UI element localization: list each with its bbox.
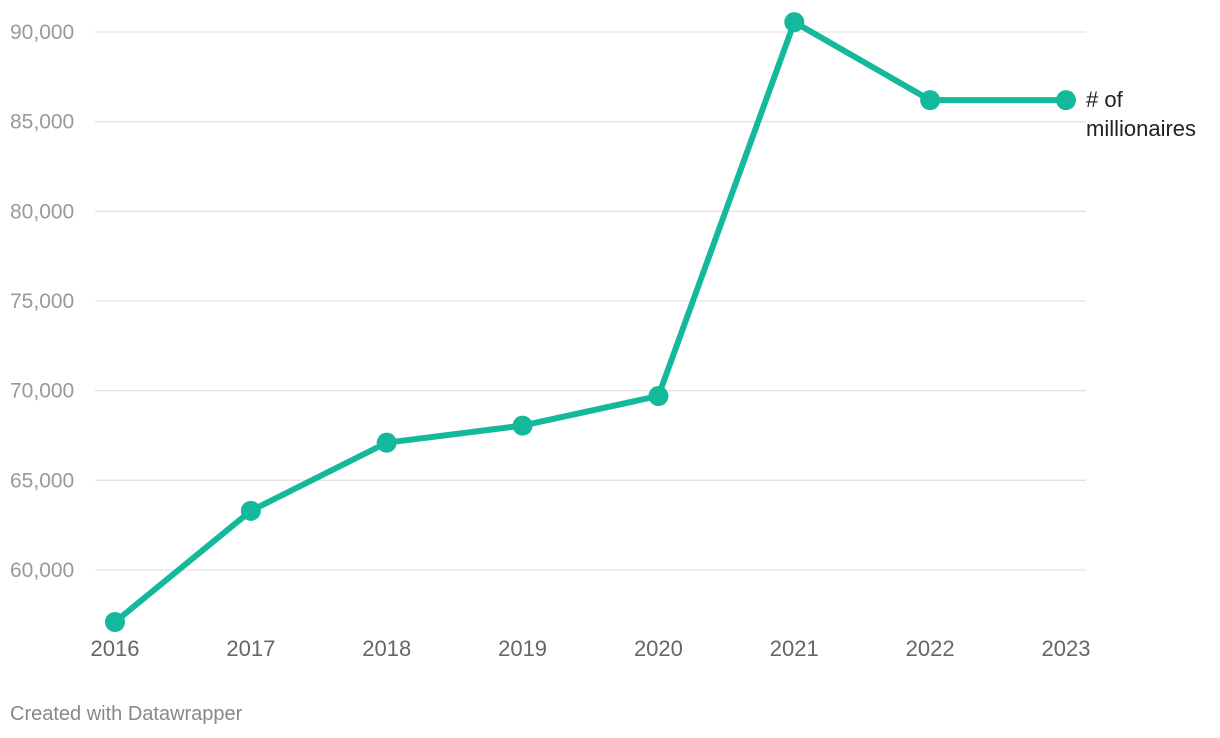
series-label-line-2: millionaires: [1086, 116, 1196, 141]
data-point: [376, 432, 397, 453]
x-tick-label: 2021: [770, 636, 819, 661]
data-point: [105, 612, 125, 633]
x-axis-tick-labels: 2016 2017 2018 2019 2020 2021 2022 2023: [91, 636, 1091, 661]
x-tick-label: 2017: [226, 636, 275, 661]
y-axis-tick-labels: 60,000 65,000 70,000 75,000 80,000 85,000 90,0…: [10, 21, 74, 582]
y-tick-label: 85,000: [10, 111, 74, 134]
data-point: [648, 386, 669, 407]
x-tick-label: 2018: [362, 636, 411, 661]
gridlines: [95, 31, 1086, 571]
series-label: # of millionaires: [1086, 87, 1196, 141]
x-tick-label: 2016: [91, 636, 140, 661]
y-tick-label: 90,000: [10, 21, 74, 44]
series-line: [112, 19, 1069, 625]
x-tick-label: 2023: [1042, 636, 1091, 661]
y-tick-label: 75,000: [10, 290, 74, 313]
data-point: [512, 415, 533, 436]
data-point: [1056, 90, 1076, 111]
data-point: [920, 90, 941, 111]
data-point: [240, 500, 261, 521]
y-tick-label: 60,000: [10, 559, 74, 582]
x-tick-label: 2019: [498, 636, 547, 661]
series-label-line-1: # of: [1086, 87, 1124, 112]
y-tick-label: 80,000: [10, 200, 74, 223]
y-tick-label: 70,000: [10, 380, 74, 403]
footer-credit: Created with Datawrapper: [10, 703, 243, 725]
x-tick-label: 2022: [906, 636, 955, 661]
x-tick-label: 2020: [634, 636, 683, 661]
series-millionaires: [105, 12, 1076, 633]
y-tick-label: 65,000: [10, 469, 74, 492]
data-point: [784, 12, 805, 33]
